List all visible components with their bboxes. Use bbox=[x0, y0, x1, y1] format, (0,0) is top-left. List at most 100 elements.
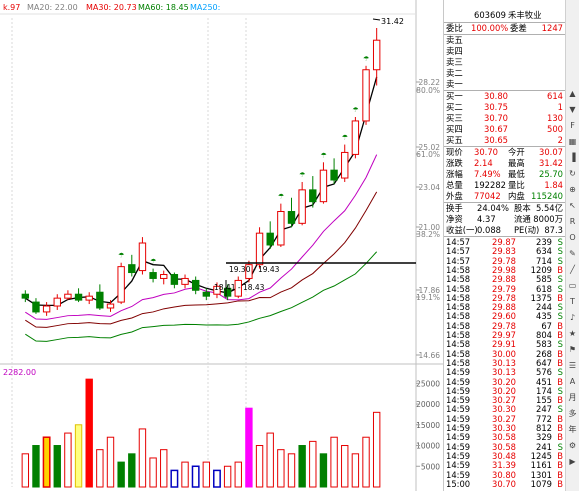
tick-volume: 1079 bbox=[530, 478, 552, 489]
high-price-label: 31.42 bbox=[381, 17, 404, 26]
bid-price: 30.65 bbox=[484, 135, 508, 145]
stat-row: 现价 30.70 今开 30.07 bbox=[444, 147, 566, 158]
tick-price: 31.39 bbox=[492, 460, 516, 471]
toolbar-arrow-up-icon[interactable]: ▲ bbox=[569, 89, 576, 98]
candle-body bbox=[32, 301, 40, 313]
tick-price: 29.79 bbox=[492, 283, 516, 294]
volume-axis-label: 15000 bbox=[416, 421, 440, 430]
tick-time: 14:59 bbox=[446, 385, 471, 396]
toolbar-chart-bar-icon[interactable]: ▐ bbox=[569, 153, 576, 162]
volume-bar bbox=[362, 436, 370, 488]
bid-price: 30.67 bbox=[484, 124, 508, 134]
toolbar-flag-icon[interactable]: ⚑ bbox=[568, 345, 577, 354]
toolbar-pen-icon[interactable]: ✎ bbox=[569, 249, 576, 258]
toolbar-refresh-icon[interactable]: ↻ bbox=[569, 169, 576, 178]
stat-label-2: 最高 bbox=[508, 158, 525, 168]
toolbar-年-icon[interactable]: 年 bbox=[568, 425, 577, 434]
price-axis-label: 23.04 bbox=[419, 183, 441, 192]
toolbar-menu-icon[interactable]: ☰ bbox=[568, 361, 577, 370]
tick-time: 14:58 bbox=[446, 283, 471, 294]
toolbar-gear-icon[interactable]: ⚙ bbox=[568, 441, 577, 450]
volume-bar bbox=[372, 411, 381, 488]
toolbar-grid-icon[interactable]: ▦ bbox=[568, 137, 577, 146]
volume-bar bbox=[117, 461, 125, 488]
ask-row: 卖一 bbox=[444, 79, 566, 90]
tick-price: 30.30 bbox=[492, 423, 516, 433]
tick-side: S bbox=[557, 255, 563, 266]
ma20-label: MA20: 22.00 bbox=[27, 3, 78, 12]
tick-volume: 618 bbox=[536, 283, 552, 294]
tick-side: B bbox=[557, 432, 563, 443]
bid-volume: 614 bbox=[547, 91, 563, 101]
tick-price: 30.58 bbox=[492, 441, 516, 452]
tick-row: 14:58 30.13 647 B bbox=[444, 358, 566, 369]
toolbar-text-icon[interactable]: T bbox=[570, 297, 575, 306]
tick-row: 14:58 29.88 244 S bbox=[444, 302, 566, 313]
candle-body bbox=[106, 303, 115, 309]
volume-bar bbox=[223, 465, 232, 488]
tick-side: S bbox=[557, 283, 563, 294]
stock-header: 603609 禾丰牧业 bbox=[444, 10, 566, 21]
volume-bar bbox=[287, 453, 296, 488]
tick-volume: 585 bbox=[536, 274, 552, 285]
stat-value-2: 30.07 bbox=[539, 147, 563, 157]
stat-value-2: 31.42 bbox=[539, 158, 563, 168]
toolbar-rect-icon[interactable]: ▭ bbox=[568, 281, 577, 290]
toolbar-arrow-right-icon[interactable]: ▶ bbox=[569, 457, 576, 466]
bid-price: 30.70 bbox=[484, 113, 508, 123]
annotation-high: 19.30 - 19.43 bbox=[229, 265, 280, 274]
tick-volume: 583 bbox=[536, 339, 552, 350]
toolbar-line-icon[interactable]: ╱ bbox=[570, 265, 575, 274]
toolbar-zoom-icon[interactable]: ⊕ bbox=[569, 185, 576, 194]
tick-volume: 247 bbox=[536, 404, 552, 415]
tick-time: 14:57 bbox=[446, 246, 471, 257]
toolbar-star-icon[interactable]: ★ bbox=[568, 329, 577, 338]
toolbar-F10-icon[interactable]: F bbox=[570, 121, 575, 130]
stat-value: 2.14 bbox=[474, 158, 493, 168]
tick-row: 14:58 30.00 268 B bbox=[444, 349, 566, 360]
ask-label: 卖五 bbox=[446, 35, 463, 45]
price-axis-label: 14.66 bbox=[419, 351, 441, 360]
stat-row: 涨幅 7.49% 最低 25.70 bbox=[444, 169, 566, 180]
volume-bar bbox=[255, 445, 264, 488]
toolbar-A-icon[interactable]: A bbox=[569, 377, 576, 386]
tick-time: 14:59 bbox=[446, 450, 471, 461]
ma60-line bbox=[25, 251, 378, 342]
stat-row: 总量 192282 量比 1.84 bbox=[444, 180, 566, 191]
stat-value: 77042 bbox=[474, 191, 501, 201]
tick-side: B bbox=[557, 348, 563, 359]
candle-body bbox=[170, 274, 179, 285]
tick-price: 29.87 bbox=[492, 237, 516, 247]
candle-body bbox=[213, 285, 221, 295]
fund-row: 收益(一) 0.088 PE(动) 87.3 bbox=[444, 225, 566, 236]
tick-row: 14:57 29.78 714 S bbox=[444, 256, 566, 267]
toolbar-arrow-down-icon[interactable]: ▼ bbox=[569, 105, 576, 114]
candle-body bbox=[362, 69, 370, 122]
stat-value: 7.49% bbox=[474, 169, 501, 179]
stat-value: 192282 bbox=[474, 180, 506, 190]
toolbar-bell-icon[interactable]: ♪ bbox=[569, 313, 576, 322]
kline-chart-area[interactable]: 28.22 80.0% 25.02 61.0% 23.04 21.00 38.2% 17.86… bbox=[0, 0, 445, 491]
ma250-label: MA250: bbox=[190, 3, 221, 12]
toolbar-OBV-icon[interactable]: O bbox=[569, 233, 576, 242]
stock-code: 603609 bbox=[474, 10, 506, 20]
buy-signal-icon: ☂ bbox=[352, 106, 358, 114]
tick-side: B bbox=[557, 469, 563, 480]
tick-time: 14:59 bbox=[446, 413, 471, 424]
volume-bar bbox=[245, 407, 253, 488]
volume-bar bbox=[341, 445, 349, 488]
tick-side: B bbox=[557, 357, 563, 368]
volume-bar bbox=[138, 428, 147, 488]
volume-bar bbox=[128, 453, 136, 488]
tick-price: 29.78 bbox=[492, 255, 516, 266]
toolbar-月-icon[interactable]: 月 bbox=[568, 393, 577, 402]
tick-volume: 244 bbox=[536, 302, 552, 313]
volume-bar bbox=[298, 445, 306, 488]
toolbar-cursor-icon[interactable]: ↖ bbox=[569, 201, 576, 210]
tick-time: 14:58 bbox=[446, 302, 471, 313]
fund-label: 换手 bbox=[446, 203, 463, 213]
toolbar-多-icon[interactable]: 多 bbox=[568, 409, 577, 418]
tick-volume: 576 bbox=[536, 367, 552, 378]
toolbar-RSI-icon[interactable]: R bbox=[569, 217, 576, 226]
